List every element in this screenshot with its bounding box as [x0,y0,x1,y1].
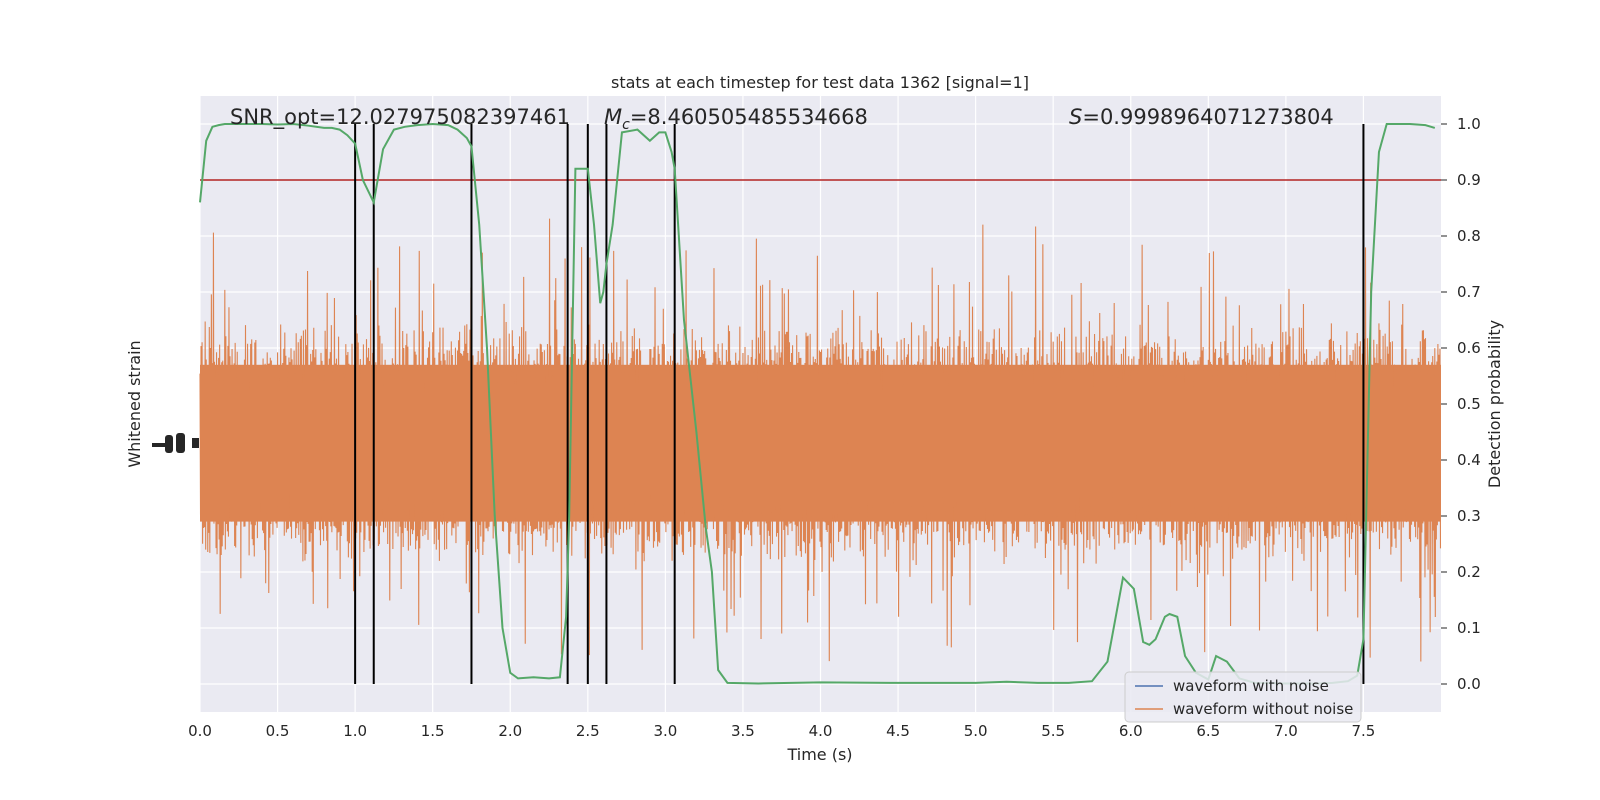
x-tick-label: 7.5 [1352,722,1376,740]
detection-probability-line [199,122,1436,685]
left-tick-mark [176,433,185,453]
left-tick-mark [152,443,166,447]
legend: waveform with noise waveform without noi… [1124,671,1362,723]
x-tick-label: 4.0 [809,722,833,740]
x-tick-label: 2.0 [498,722,522,740]
y-right-tick-label: 0.9 [1457,171,1481,189]
waveform-without-noise-line [199,218,1442,662]
mc-symbol: M [604,105,622,129]
x-tick-label: 2.5 [576,722,600,740]
legend-label-without-noise: waveform without noise [1173,700,1353,718]
x-tick-label: 6.5 [1196,722,1220,740]
y-right-tick-label: 0.5 [1457,395,1481,413]
mc-subscript: c [622,117,630,133]
y-right-axis-label: Detection probability [1485,320,1504,488]
y-right-tick-label: 0.4 [1457,451,1481,469]
y-right-tick-label: 0.3 [1457,507,1481,525]
x-tick-label: 3.5 [731,722,755,740]
x-tick-label: 7.0 [1274,722,1298,740]
legend-label-with-noise: waveform with noise [1173,677,1329,695]
x-tick-label: 6.0 [1119,722,1143,740]
y-right-tick-layer: 0.0 0.1 0.2 0.3 0.4 0.5 0.6 0.7 0.8 0.9 1.0 [1441,115,1481,693]
left-tick-mark [192,438,199,448]
chirp-mass-annotation: Mc=8.460505485534668 [604,105,868,133]
x-tick-label: 4.5 [886,722,910,740]
y-right-tick-label: 0.2 [1457,563,1481,581]
x-tick-layer: 0.0 0.5 1.0 1.5 2.0 2.5 3.0 3.5 4.0 4.5 5.0 5.5 6.0 6… [188,722,1375,740]
y-right-tick-label: 0.0 [1457,675,1481,693]
x-tick-label: 0.0 [188,722,212,740]
y-right-tick-label: 0.6 [1457,339,1481,357]
y-right-tick-label: 0.1 [1457,619,1481,637]
x-tick-label: 5.0 [964,722,988,740]
y-left-axis-label: Whitened strain [125,340,144,467]
y-right-tick-label: 0.8 [1457,227,1481,245]
s-symbol: S [1069,105,1082,129]
x-axis-label: Time (s) [786,745,852,764]
y-right-tick-label: 0.7 [1457,283,1481,301]
mc-value: =8.460505485534668 [630,105,868,129]
x-tick-label: 1.0 [343,722,367,740]
chart-title: stats at each timestep for test data 136… [611,73,1029,92]
x-tick-label: 5.5 [1041,722,1065,740]
legend-frame [1124,671,1362,723]
x-tick-label: 1.5 [421,722,445,740]
left-axis-ticks-cluster [152,433,199,453]
x-tick-label: 0.5 [266,722,290,740]
y-right-tick-label: 1.0 [1457,115,1481,133]
left-tick-mark [165,435,173,453]
noise-band-layer [199,218,1442,662]
s-annotation: S=0.9998964071273804 [1069,105,1334,129]
s-value: =0.9998964071273804 [1082,105,1333,129]
snr-annotation: SNR_opt=12.027975082397461 [230,105,570,130]
probability-curve-layer [199,122,1436,685]
x-tick-label: 3.0 [653,722,677,740]
